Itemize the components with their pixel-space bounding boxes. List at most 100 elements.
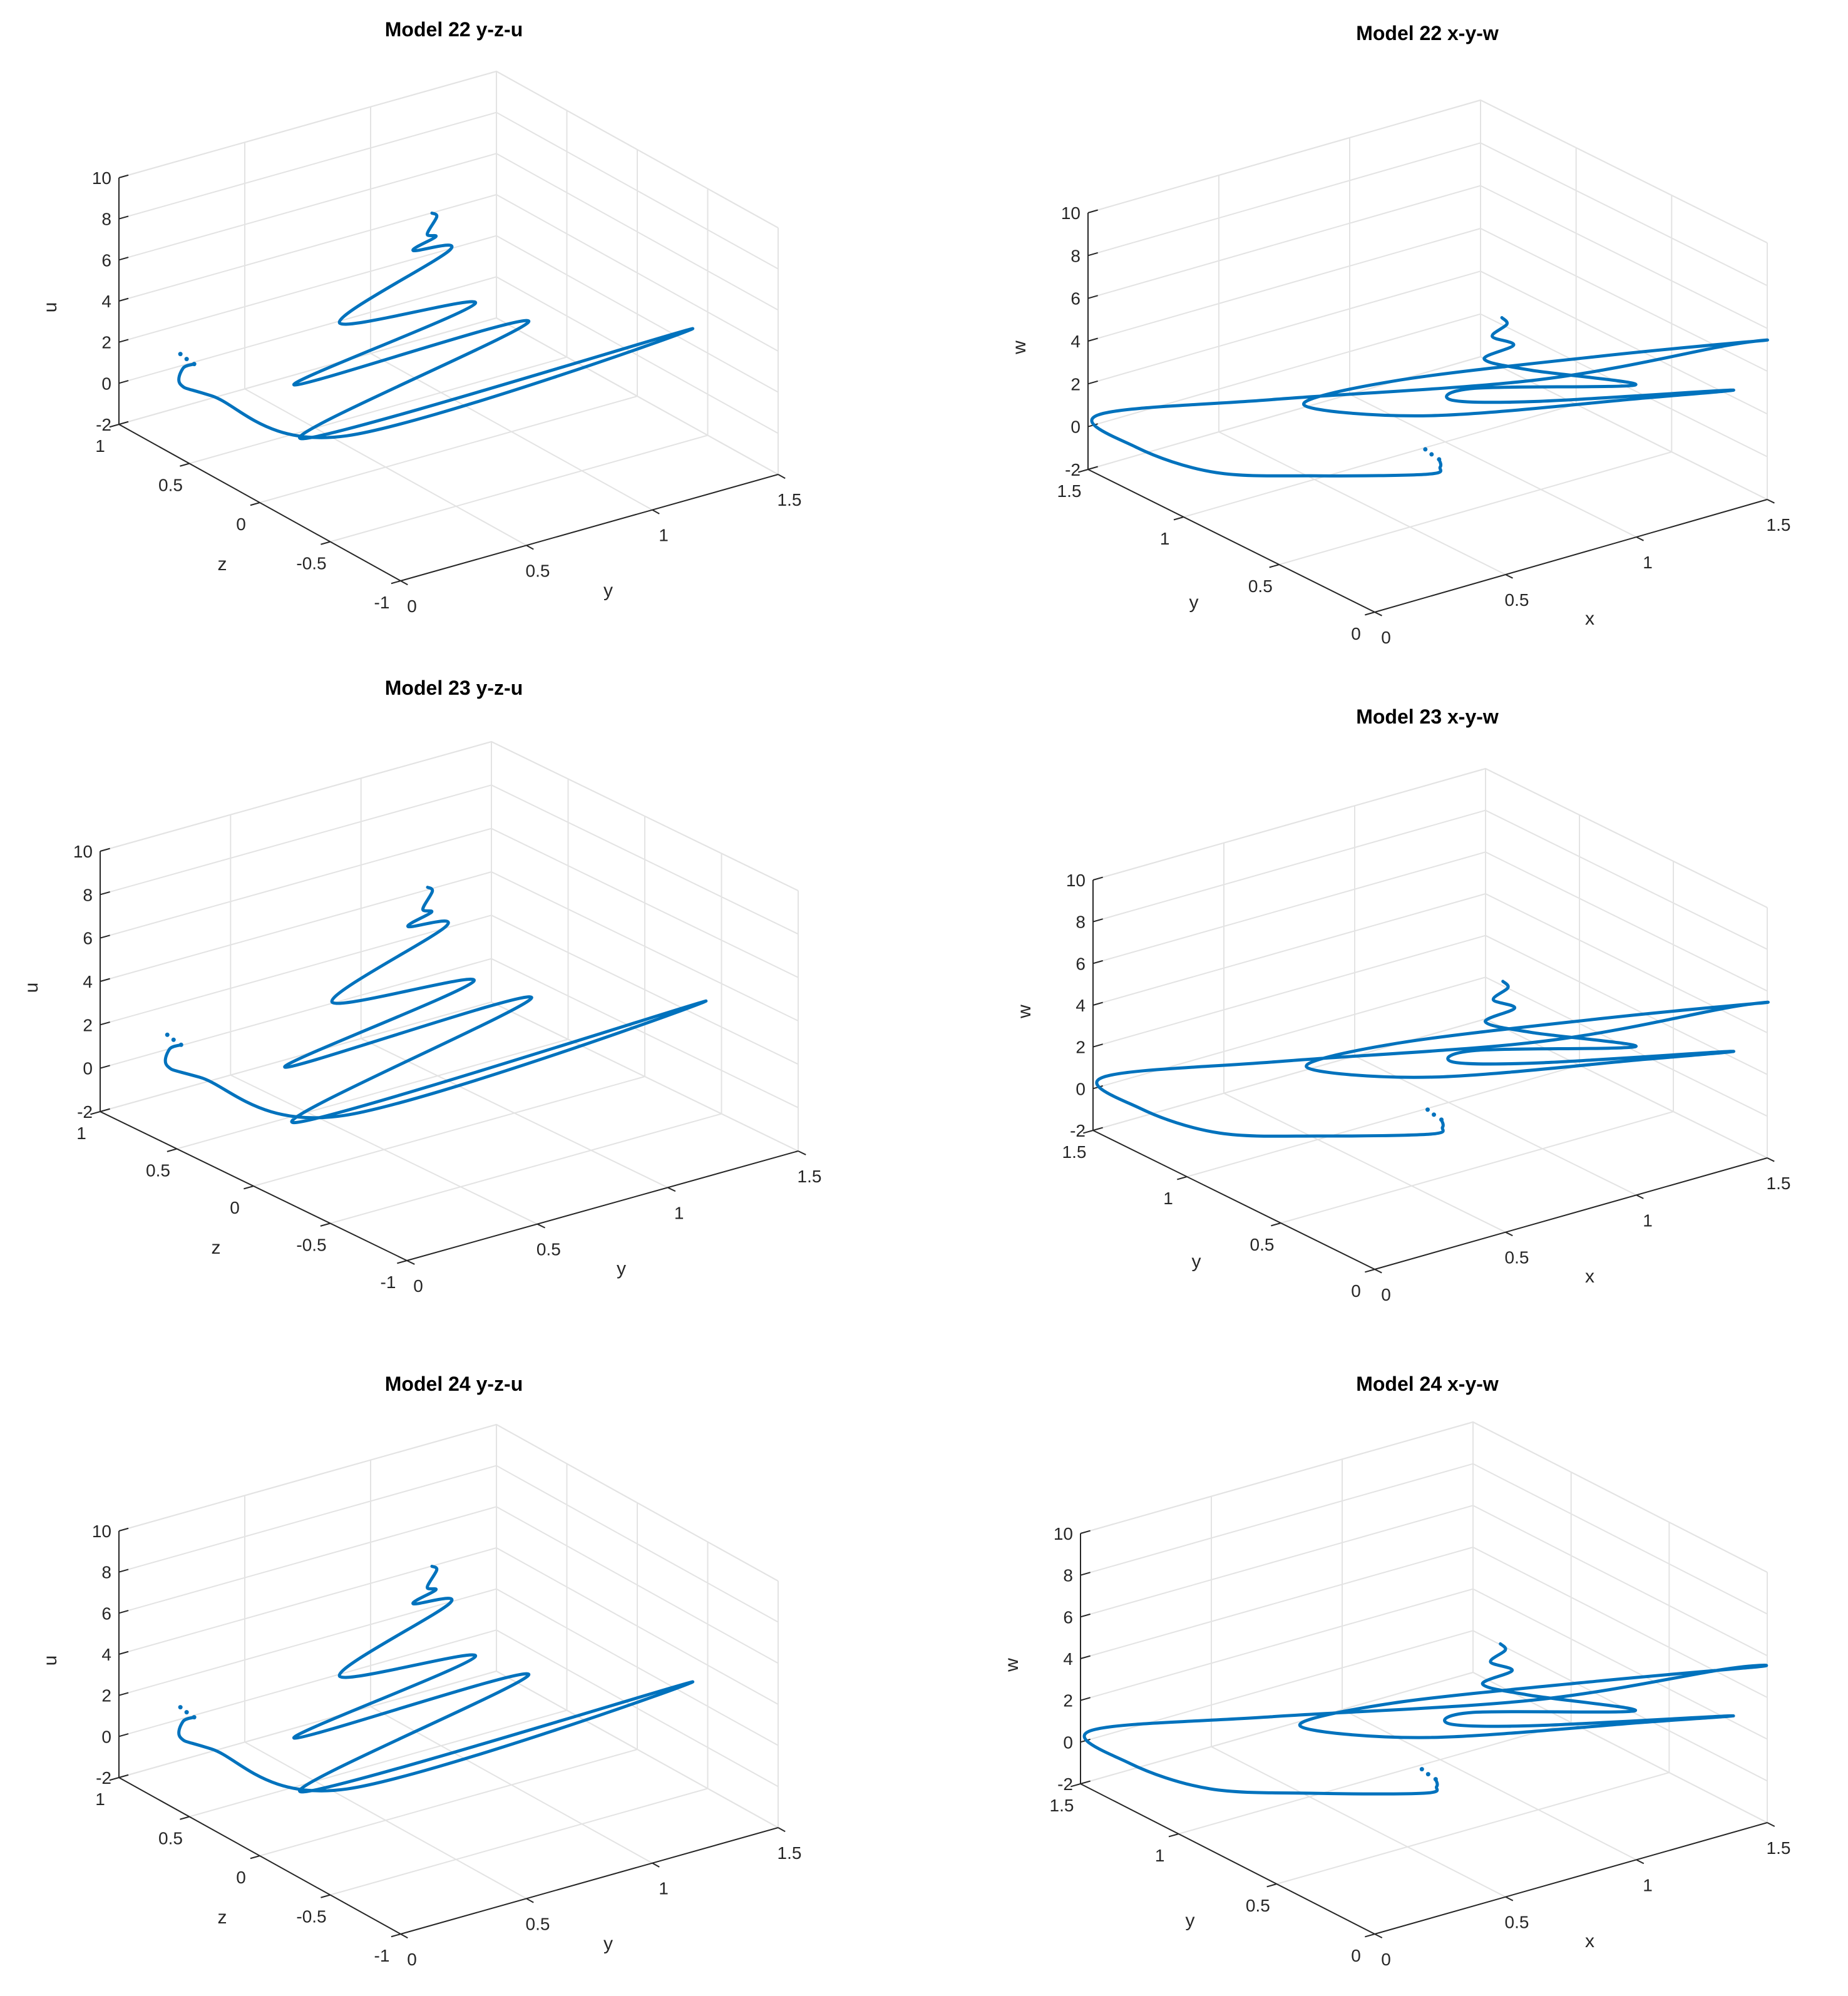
y-tick-label: -0.5 (296, 554, 326, 573)
z-axis-label: u (21, 983, 42, 993)
z-tick-mark (1092, 1127, 1103, 1131)
grid-line-z (1092, 809, 1768, 950)
y-tick-label: -1 (381, 1272, 396, 1292)
z-tick-label: -2 (1070, 1121, 1086, 1140)
z-tick-label: 4 (101, 292, 111, 311)
trajectory-point (1425, 1107, 1430, 1112)
y-axis-line (1092, 1130, 1375, 1270)
z-tick-mark (100, 978, 110, 982)
z-axis-label: w (1014, 1005, 1035, 1019)
grid-lines (1087, 99, 1768, 613)
trajectory-point (1429, 452, 1434, 457)
y-tick-mark (1269, 564, 1280, 568)
x-axis-label: y (603, 1933, 613, 1954)
y-tick-mark (1365, 1933, 1375, 1938)
x-tick-label: 1 (659, 1879, 669, 1898)
y-tick-mark (1365, 1269, 1375, 1273)
z-tick-label: 2 (101, 333, 111, 352)
y-tick-label: 0.5 (146, 1161, 170, 1180)
grid-line-y (1279, 195, 1673, 565)
grid-line-z (118, 193, 779, 352)
x-tick-label: 1 (674, 1203, 684, 1222)
x-tick-mark (652, 1862, 660, 1868)
x-tick-label: 1.5 (1767, 515, 1791, 535)
grid-line-x (370, 106, 653, 511)
y-tick-label: 1 (1163, 1189, 1173, 1208)
x-tick-label: 0 (413, 1276, 423, 1296)
y-axis-label: z (218, 554, 227, 575)
x-tick-label: 1 (1643, 553, 1653, 572)
z-tick-mark (118, 257, 129, 261)
grid-line-x (1223, 842, 1506, 1233)
trajectory-point (184, 357, 189, 362)
x-tick-label: 0.5 (1505, 590, 1529, 610)
grid-line-z (1080, 1505, 1768, 1657)
y-tick-mark (250, 1855, 260, 1860)
x-tick-label: 0 (1381, 1285, 1391, 1304)
x-axis-line (406, 1150, 799, 1261)
y-tick-mark (320, 1222, 331, 1227)
grid-line-z (100, 871, 799, 1021)
z-axis-label: w (1009, 340, 1030, 355)
z-tick-label: 6 (83, 929, 93, 948)
trajectory-point (1439, 1117, 1444, 1122)
plot-panel-6: 0 0.5 1 1.5 0 0.5 1 1.5 -2 0 2 4 6 8 10 x y w Model 24 x-y… (1002, 1373, 1790, 1969)
grid-line-z (118, 153, 779, 311)
trajectory-point (178, 1705, 183, 1710)
x-tick-mark (1505, 574, 1513, 579)
trajectory-point (1425, 1772, 1430, 1777)
z-tick-label: 2 (83, 1015, 93, 1035)
x-tick-mark (667, 1187, 676, 1192)
z-tick-mark (100, 1108, 110, 1112)
z-tick-label: 10 (92, 1522, 111, 1541)
y-tick-label: 0.5 (1246, 1896, 1270, 1915)
z-tick-label: 8 (1075, 913, 1086, 932)
plot-panel-1: 0 0.5 1 1.5 -1 -0.5 0 0.5 1 -2 0 2 4 6 8 10 y z u Model 22 … (40, 18, 801, 616)
z-tick-mark (100, 847, 110, 852)
y-tick-mark (1365, 612, 1375, 616)
y-tick-label: 1 (95, 436, 105, 456)
z-tick-mark (118, 174, 129, 178)
y-tick-mark (1070, 1783, 1081, 1788)
y-axis-label: z (212, 1237, 221, 1258)
y-tick-label: 0 (230, 1198, 240, 1217)
grid-line-y (100, 742, 492, 1112)
grid-line-z (1092, 851, 1768, 992)
y-tick-mark (250, 502, 260, 506)
grid-lines (1080, 1421, 1768, 1935)
trajectory-point (178, 352, 183, 357)
x-axis-line (1374, 499, 1768, 613)
y-tick-mark (391, 580, 401, 585)
z-axis-label: u (40, 302, 61, 313)
x-tick-label: 1.5 (1767, 1174, 1791, 1193)
x-tick-label: 0 (407, 596, 417, 616)
grid-line-y (1276, 1522, 1670, 1885)
grid-line-y (1280, 861, 1674, 1224)
z-tick-label: 10 (73, 842, 93, 861)
grid-line-y (177, 779, 569, 1150)
z-tick-label: 4 (1063, 1649, 1073, 1669)
y-tick-label: 1.5 (1057, 481, 1082, 501)
grid-line-z (118, 235, 779, 393)
x-tick-label: 0 (407, 1950, 417, 1969)
z-tick-mark (1087, 337, 1098, 342)
y-axis-label: y (1192, 1251, 1201, 1272)
z-tick-mark (118, 1527, 129, 1532)
y-tick-label: 1 (1160, 529, 1170, 548)
trajectory-point (1432, 1112, 1436, 1117)
z-tick-mark (1080, 1530, 1091, 1534)
grid-top-edge (1080, 1421, 1768, 1573)
grid-line-x (1211, 1496, 1506, 1898)
y-axis-label: y (1186, 1910, 1195, 1931)
z-axis-label: w (1002, 1658, 1022, 1672)
grid-line-z (1087, 313, 1768, 458)
x-tick-mark (406, 1260, 415, 1265)
grid-line-x (1092, 880, 1375, 1270)
grid-line-x (370, 1460, 653, 1864)
x-tick-mark (400, 580, 408, 586)
y-tick-mark (321, 1894, 331, 1898)
z-tick-mark (1080, 1697, 1091, 1701)
chart-title: Model 24 x-y-w (1356, 1373, 1499, 1395)
